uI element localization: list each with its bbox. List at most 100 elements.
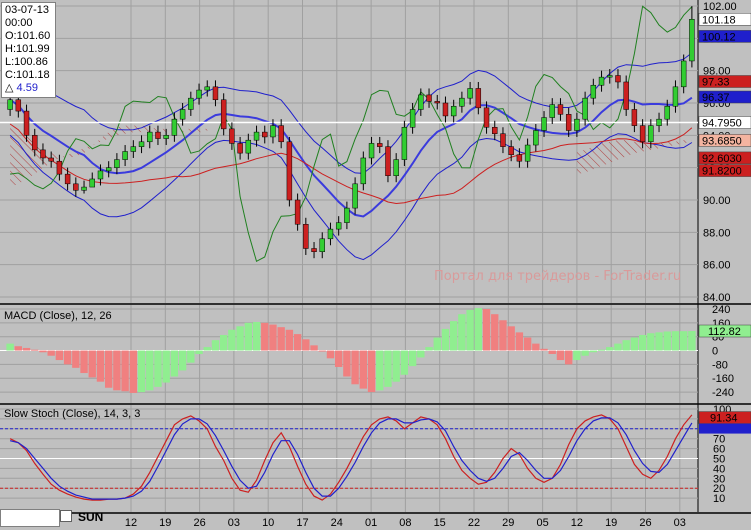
macd-bar (638, 334, 647, 351)
price-tag (698, 116, 751, 129)
macd-bar (203, 347, 211, 351)
candle-body (294, 199, 301, 225)
macd-bar (540, 348, 548, 351)
candle-body (483, 107, 490, 128)
price-tag-label: 101.18 (702, 14, 736, 26)
price-tag (698, 164, 751, 177)
macd-bar (72, 350, 80, 368)
macd-bar (277, 327, 285, 351)
candle-body (639, 125, 646, 143)
macd-bar (63, 350, 72, 365)
macd-bar (400, 350, 409, 375)
candle-body (426, 94, 432, 102)
macd-bar (589, 350, 598, 353)
macd-bar (22, 347, 31, 351)
macd-bar (548, 350, 556, 354)
x-tick-label: 24 (331, 517, 343, 529)
macd-bar (597, 349, 606, 351)
macd-bar (425, 347, 433, 351)
candle-body (171, 118, 178, 136)
price-tag-label: 94.7950 (702, 117, 742, 129)
candle-body (138, 141, 145, 147)
candle-body (56, 160, 63, 175)
candle-body (220, 99, 227, 130)
candle-body (418, 94, 424, 110)
lagging-span (10, 5, 693, 263)
candle-body (40, 149, 46, 159)
ichimoku-cloud-right (576, 140, 692, 175)
macd-bar (129, 350, 138, 393)
macd-value-tag (698, 324, 751, 338)
bollinger-upper (9, 52, 693, 174)
macd-bar (630, 337, 639, 351)
sun-checkbox-label: SUN (78, 510, 104, 524)
macd-bar (326, 350, 335, 359)
candle-body (475, 88, 482, 109)
macd-bar (417, 350, 425, 358)
macd-bar (228, 329, 236, 351)
macd-bar (334, 350, 343, 367)
macd-bar (137, 350, 146, 393)
macd-bar (376, 350, 384, 391)
sun-checkbox[interactable] (60, 510, 72, 522)
candle-body (623, 81, 629, 110)
macd-bar (244, 322, 253, 351)
info-date: 03-07-13 (5, 4, 50, 16)
macd-tick-label: 0 (712, 346, 718, 358)
macd-bar (285, 329, 294, 351)
macd-bar (195, 350, 203, 354)
bottom-input-field[interactable] (0, 509, 60, 527)
candle-body (278, 125, 284, 143)
macd-tick-label: -160 (712, 373, 734, 385)
candle-body (303, 224, 309, 249)
info-time: 00:00 (5, 17, 33, 29)
stoch-tick-label: 50 (713, 454, 725, 466)
candle-body (32, 135, 38, 151)
macd-bar (6, 343, 14, 351)
candle-body (565, 114, 572, 131)
macd-bar (14, 346, 23, 351)
x-tick-label: 19 (605, 517, 617, 529)
candle-body (516, 154, 523, 162)
x-tick-label: 03 (228, 517, 240, 529)
macd-bar (606, 347, 614, 351)
candle-body (590, 84, 597, 99)
candle-body (97, 170, 104, 180)
price-tag (698, 151, 751, 165)
candle-body (81, 186, 87, 191)
macd-bar (236, 326, 244, 351)
candle-body (204, 86, 210, 91)
macd-bar (491, 314, 499, 351)
candle-body (648, 125, 654, 143)
macd-bar (482, 309, 491, 351)
candle-body (311, 248, 317, 252)
x-tick-label: 26 (193, 517, 205, 529)
macd-bar (80, 350, 88, 374)
candle-body (459, 97, 465, 107)
stoch-tick-label: 20 (713, 483, 725, 495)
price-tag-label: 93.6850 (702, 135, 742, 147)
info-high: H:101.99 (5, 43, 50, 55)
candle-body (7, 99, 13, 110)
ohlc-info-box: 03-07-13 00:00 O:101.60 H:101.99 L:100.8… (1, 2, 56, 98)
info-close: C:101.18 (5, 69, 50, 81)
candle-body (401, 127, 408, 160)
macd-bar (532, 343, 540, 351)
macd-bar (170, 350, 179, 377)
stoch-d-line (9, 417, 693, 500)
macd-bar (622, 340, 630, 351)
price-tag (698, 90, 751, 104)
bollinger-lower (9, 133, 693, 261)
candle-body (335, 222, 342, 230)
watermark-text: Портал для трейдеров - ForTrader.ru (434, 269, 681, 284)
macd-bar (310, 345, 318, 351)
info-low: L:100.86 (5, 56, 48, 68)
candle-body (179, 109, 186, 120)
x-tick-label: 10 (262, 517, 274, 529)
macd-bar (154, 350, 162, 387)
candle-body (327, 228, 334, 240)
price-tick-label: 90.00 (703, 195, 731, 207)
candle-body (73, 183, 79, 191)
